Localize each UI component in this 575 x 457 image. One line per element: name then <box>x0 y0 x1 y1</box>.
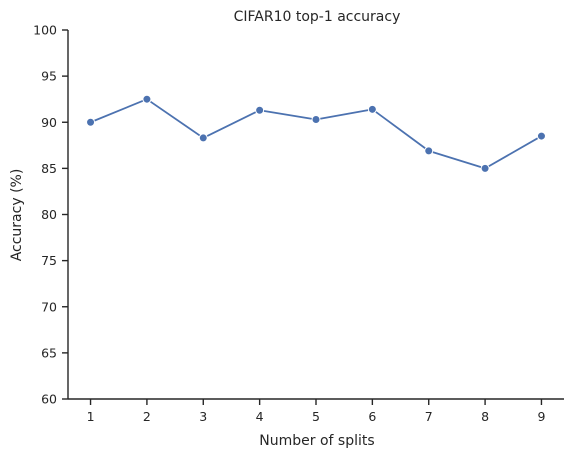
y-axis: 60 65 70 75 80 85 90 95 100 <box>33 23 68 407</box>
data-point <box>311 114 321 124</box>
x-tick-label: 8 <box>481 409 489 424</box>
y-axis-label: Accuracy (%) <box>9 169 25 262</box>
data-point <box>255 105 265 115</box>
data-point <box>86 117 96 127</box>
y-tick-label: 75 <box>41 253 57 268</box>
y-tick-label: 70 <box>41 299 57 314</box>
x-tick-label: 4 <box>256 409 264 424</box>
x-tick-label: 3 <box>199 409 207 424</box>
y-tick-label: 65 <box>41 345 57 360</box>
y-tick-label: 80 <box>41 207 57 222</box>
x-axis-label: Number of splits <box>259 433 374 449</box>
axes-spines <box>67 30 564 400</box>
series-line <box>89 98 543 170</box>
x-tick-label: 7 <box>425 409 433 424</box>
x-tick-label: 9 <box>537 409 545 424</box>
y-tick-label: 100 <box>33 23 57 38</box>
x-tick-label: 2 <box>143 409 151 424</box>
x-tick-label: 5 <box>312 409 320 424</box>
data-point <box>424 146 434 156</box>
chart-title: CIFAR10 top-1 accuracy <box>234 9 401 25</box>
data-point <box>198 133 208 143</box>
y-tick-label: 95 <box>41 69 57 84</box>
x-tick-label: 6 <box>368 409 376 424</box>
series-layer <box>86 94 546 173</box>
data-point <box>480 163 490 173</box>
data-point <box>536 131 546 141</box>
y-tick-label: 85 <box>41 161 57 176</box>
x-axis: 1 2 3 4 5 6 7 8 9 <box>87 399 545 424</box>
data-point <box>367 104 377 114</box>
y-tick-label: 90 <box>41 115 57 130</box>
y-tick-label: 60 <box>41 392 57 407</box>
data-point <box>142 94 152 104</box>
x-tick-label: 1 <box>87 409 95 424</box>
